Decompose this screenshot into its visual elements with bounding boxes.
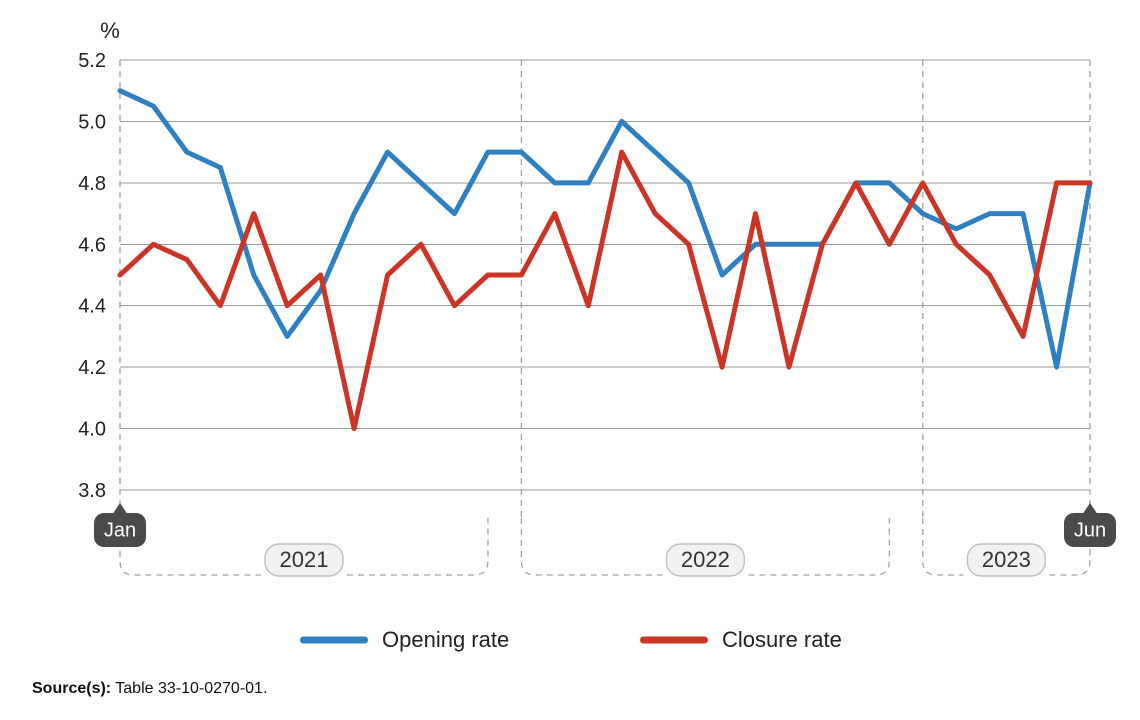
source-text: Table 33-10-0270-01.	[111, 680, 267, 697]
y-tick-label: 4.4	[78, 296, 106, 318]
rate-chart: 3.8 4.0 4.2 4.4 4.6 4.8 5.0 5.2% 2021 2022 2023 Jan…	[0, 0, 1140, 720]
year-label: 2022	[681, 547, 730, 572]
legend-label: Opening rate	[382, 627, 509, 652]
y-tick-label: 5.2	[78, 50, 106, 72]
month-label: Jan	[104, 519, 136, 541]
source-prefix: Source(s):	[32, 680, 111, 697]
legend-label: Closure rate	[722, 627, 842, 652]
legend-swatch	[640, 637, 708, 644]
chart-svg: 3.8 4.0 4.2 4.4 4.6 4.8 5.0 5.2% 2021 2022 2023 Jan…	[0, 0, 1140, 720]
y-axis-unit: %	[100, 18, 120, 43]
y-tick-label: 4.8	[78, 173, 106, 195]
y-tick-label: 5.0	[78, 111, 106, 133]
y-tick-label: 4.0	[78, 419, 106, 441]
legend-swatch	[300, 637, 368, 644]
chart-bg	[0, 0, 1140, 720]
year-label: 2021	[279, 547, 328, 572]
y-tick-label: 3.8	[78, 480, 106, 502]
year-label: 2023	[982, 547, 1031, 572]
month-label: Jun	[1074, 519, 1106, 541]
y-tick-label: 4.2	[78, 357, 106, 379]
y-tick-label: 4.6	[78, 234, 106, 256]
source-note: Source(s): Table 33-10-0270-01.	[32, 680, 267, 698]
